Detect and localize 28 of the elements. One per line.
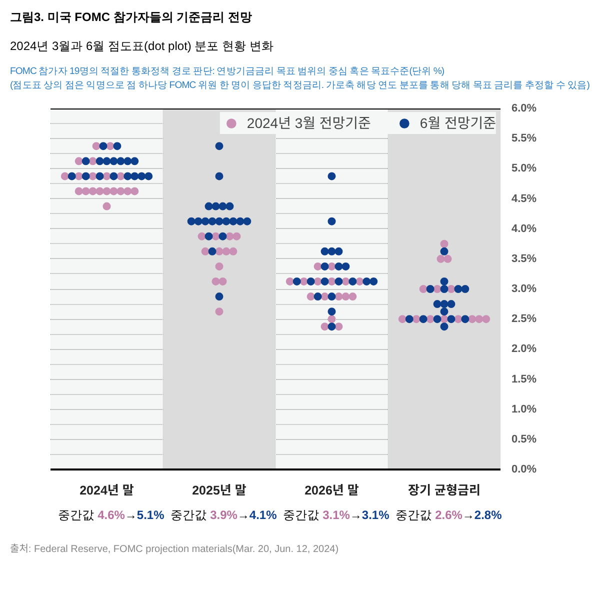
y-tick-label: 4.5% [512, 193, 537, 206]
text: FOMC 참가자 19명의 적절한 통화정책 경로 판단: 연방기금금리 목표 범위의 중심 혹은 목표수준(단위 %) [10, 65, 446, 80]
y-tick-label: 5.0% [512, 162, 537, 175]
x-tick-label: 2025년 말 [192, 484, 247, 498]
y-tick-label: 1.5% [512, 374, 537, 386]
chart-title: 그림3. 미국 FOMC 참가자들의 기준금리 전망 [10, 9, 254, 26]
legend-label: 6월 전망기준 [420, 114, 496, 134]
text: 중간값 3.9%→4.1% [170, 508, 277, 522]
y-tick-label: 1.0% [512, 404, 537, 416]
chart-subtitle: 2024년 3월과 6월 점도표(dot plot) 분포 현황 변화 [10, 38, 274, 56]
x-tick-label: 장기 균형금리 [408, 484, 480, 498]
y-tick-label: 0.0% [512, 464, 537, 476]
y-tick-label: 5.5% [512, 132, 537, 145]
y-tick-label: 2.0% [512, 343, 537, 356]
text: 중간값 4.6%→5.1% [58, 508, 164, 522]
y-tick-label: 2.5% [512, 313, 537, 326]
y-tick-label: 4.0% [512, 223, 537, 236]
text: 중간값 2.6%→2.8% [396, 508, 502, 522]
x-tick-label: 2026년 말 [304, 484, 360, 498]
y-tick-label: 0.5% [512, 434, 537, 446]
x-tick-label: 2024년 말 [80, 484, 134, 498]
text: (점도표 상의 점은 익명으로 점 하나당 FOMC 위원 한 명이 응답한 적정금리. 가로축 해당 연도 분포를 통해 당해 목표 금리를 추정할 수 있음) [10, 79, 590, 94]
text: 중간값 3.1%→3.1% [283, 508, 390, 522]
y-tick-label: 6.0% [512, 102, 537, 115]
legend-label: 2024년 3월 전망기준 [246, 114, 371, 134]
y-tick-label: 3.5% [512, 253, 537, 266]
source-note: 출처: Federal Reserve, FOMC projection materials(Mar. 20, Jun. 12, 2024) [10, 543, 339, 558]
y-tick-label: 3.0% [512, 283, 537, 296]
